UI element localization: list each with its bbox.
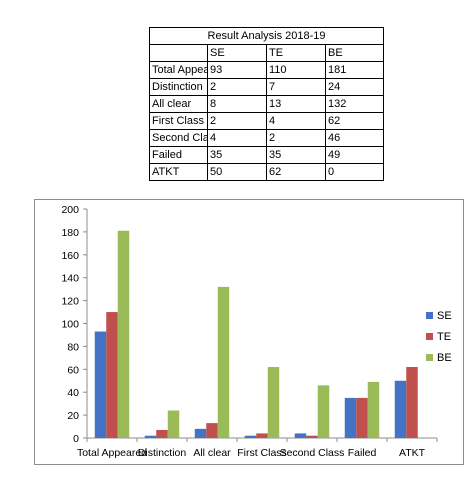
legend-swatch-te: [426, 333, 433, 340]
table-cell: Total Appeared: [149, 61, 208, 79]
table-cell: 93: [207, 61, 267, 79]
table-row: Distinction 2 7 24: [149, 78, 385, 96]
bar-se-2: [194, 428, 207, 438]
bar-chart: 0 20 40 60 80 100 120 140 160 180 200 Total Appeare…: [61, 204, 452, 459]
bar-te-3: [256, 433, 268, 438]
table-cell: All clear: [149, 95, 208, 113]
table-cell: 4: [266, 112, 326, 130]
table-row: Second Class4246: [149, 129, 385, 147]
table-cell: 62: [266, 163, 326, 181]
y-tick-label: 60: [67, 364, 79, 376]
x-tick-label: Total Appeared: [77, 447, 147, 459]
bar-se-0: [94, 331, 107, 438]
x-tick-label: Distinction: [138, 447, 187, 459]
table-row: First Class 2 4 62: [149, 112, 385, 130]
table-cell: 181: [324, 61, 385, 79]
bar-se-6: [394, 380, 407, 438]
y-tick-label: 80: [67, 341, 79, 353]
legend-label-se: SE: [437, 310, 452, 322]
table-cell: 62: [324, 112, 385, 130]
bar-be-3: [267, 367, 280, 438]
y-tick-label: 200: [61, 204, 79, 216]
table-cell: SE: [207, 44, 267, 62]
table-cell: 4: [207, 129, 267, 147]
table-cell: 0: [324, 163, 385, 181]
table-cell: 8: [207, 95, 267, 113]
y-tick-label: 100: [61, 319, 79, 331]
bar-se-4: [294, 433, 307, 438]
legend-label-be: BE: [437, 352, 452, 364]
table-cell: 132: [324, 95, 385, 113]
bar-te-4: [306, 435, 318, 438]
y-tick-label: 0: [73, 433, 79, 445]
bar-be-2: [217, 286, 230, 438]
bar-te-1: [156, 429, 168, 438]
bar-se-3: [244, 435, 257, 438]
x-tick-label: Second Class: [280, 447, 345, 459]
table-cell: 2: [266, 129, 326, 147]
table-cell: Distinction: [149, 78, 208, 96]
table-row: Failed 35 35 49: [149, 146, 385, 164]
x-tick-label: Failed: [348, 447, 377, 459]
y-tick-label: 20: [67, 410, 79, 422]
y-tick-label: 160: [61, 250, 79, 262]
table-cell: Failed: [149, 146, 208, 164]
table-cell: Second Class: [149, 129, 208, 147]
table-title: Result Analysis 2018-19: [148, 27, 385, 45]
table-cell: 46: [324, 129, 385, 147]
y-tick-label: 120: [61, 296, 79, 308]
bar-te-6: [406, 367, 418, 438]
bar-se-1: [144, 435, 157, 438]
table-cell: 2: [207, 112, 267, 130]
x-tick-label: All clear: [193, 447, 231, 459]
chart-area: 0 20 40 60 80 100 120 140 160 180 200 Total Appeare…: [34, 199, 464, 465]
bar-be-4: [317, 385, 330, 438]
x-tick-label: First Class: [237, 447, 287, 459]
bar-te-2: [206, 423, 218, 438]
bar-be-5: [367, 381, 380, 438]
table-row: Total Appeared93110181: [149, 61, 385, 79]
table-cell: 2: [207, 78, 267, 96]
table-body: Result Analysis 2018-19 SE TE BE Total Appe…: [148, 27, 385, 181]
y-tick-label: 180: [61, 227, 79, 239]
table-cell: 24: [324, 78, 385, 96]
table-cell: 110: [266, 61, 326, 79]
table-cell: 35: [266, 146, 326, 164]
result-table: Result Analysis 2018-19 SE TE BE Total Appe…: [148, 27, 385, 181]
table-cell: 13: [266, 95, 326, 113]
table-row: ATKT 50 62 0: [149, 163, 385, 181]
table-cell: 50: [207, 163, 267, 181]
y-tick-label: 140: [61, 273, 79, 285]
bar-be-0: [117, 230, 130, 438]
legend-label-te: TE: [437, 331, 451, 343]
table-cell: First Class: [149, 112, 208, 130]
x-tick-label: ATKT: [399, 447, 426, 459]
legend-swatch-se: [426, 312, 433, 319]
y-tick-label: 40: [67, 387, 79, 399]
bar-be-1: [167, 410, 180, 438]
table-cell: [149, 44, 208, 62]
bar-te-5: [356, 397, 368, 438]
table-cell: 49: [324, 146, 385, 164]
table-header-row: SE TE BE: [149, 44, 385, 62]
table-cell: 7: [266, 78, 326, 96]
table-row: All clear 8 13 132: [149, 95, 385, 113]
bar-te-0: [106, 312, 118, 438]
legend-swatch-be: [426, 354, 433, 361]
table-cell: BE: [324, 44, 385, 62]
table-cell: TE: [266, 44, 326, 62]
bar-se-5: [344, 397, 357, 438]
table-title-row: Result Analysis 2018-19: [148, 27, 385, 45]
table-cell: 35: [207, 146, 267, 164]
table-cell: ATKT: [149, 163, 208, 181]
